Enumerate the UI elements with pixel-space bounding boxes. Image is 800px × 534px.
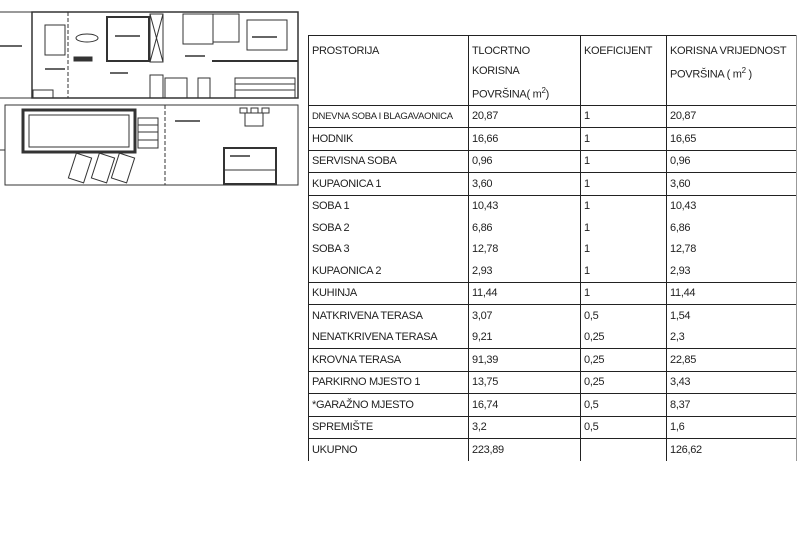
cell-useful: 8,37 xyxy=(666,393,797,417)
cell-coef: 0,5 xyxy=(580,415,667,439)
header-room-label: PROSTORIJA xyxy=(312,45,380,57)
header-paren: ) xyxy=(745,68,753,81)
cell-coef: 1 xyxy=(580,149,667,173)
cell-coef: 1 xyxy=(580,238,667,261)
table-row: KUPAONICA 1 3,60 1 3,60 xyxy=(308,172,797,196)
cell-useful: 1,54 xyxy=(666,304,797,327)
cell-useful: 3,60 xyxy=(666,172,797,196)
cell-area: 0,96 xyxy=(468,149,581,173)
cell-room: SERVISNA SOBA xyxy=(308,149,469,173)
cell-area: 3,07 xyxy=(468,304,581,327)
table-row: DNEVNA SOBA I BLAGAVAONICA 20,87 1 20,87 xyxy=(308,104,797,128)
table-row: KUPAONICA 2 2,93 1 2,93 xyxy=(308,260,797,283)
header-floor-area-line1: TLOCRTNO KORISNA xyxy=(472,45,530,77)
cell-useful: 126,62 xyxy=(666,438,797,461)
cell-room: KROVNA TERASA xyxy=(308,348,469,372)
cell-area: 6,86 xyxy=(468,217,581,239)
cell-area: 12,78 xyxy=(468,238,581,261)
superscript: 2 xyxy=(741,66,746,75)
cell-useful: 12,78 xyxy=(666,238,797,261)
cell-coef: 1 xyxy=(580,194,667,218)
table-row: HODNIK 16,66 1 16,65 xyxy=(308,127,797,151)
cell-coef: 0,5 xyxy=(580,304,667,327)
cell-room: KUHINJA xyxy=(308,281,469,305)
cell-room: KUPAONICA 1 xyxy=(308,172,469,196)
cell-area: 9,21 xyxy=(468,326,581,349)
cell-useful: 0,96 xyxy=(666,149,797,173)
table-row: UKUPNO 223,89 126,62 xyxy=(308,438,797,461)
cell-area: 16,66 xyxy=(468,127,581,151)
cell-room: SOBA 1 xyxy=(308,194,469,218)
header-floor-area-line2: POVRŠINA( m xyxy=(472,88,542,101)
cell-area: 223,89 xyxy=(468,438,581,461)
area-table: PROSTORIJA TLOCRTNO KORISNA POVRŠINA( m2)… xyxy=(308,35,797,461)
cell-coef: 0,5 xyxy=(580,393,667,417)
header-paren: ) xyxy=(545,88,550,101)
cell-coef: 1 xyxy=(580,104,667,128)
cell-coef: 0,25 xyxy=(580,370,667,394)
header-floor-area: TLOCRTNO KORISNA POVRŠINA( m2) xyxy=(468,35,581,106)
header-useful-area: KORISNA VRIJEDNOST POVRŠINA ( m2 ) xyxy=(666,35,797,106)
table-row: SOBA 3 12,78 1 12,78 xyxy=(308,238,797,261)
table-row: NATKRIVENA TERASA 3,07 0,5 1,54 xyxy=(308,304,797,327)
header-coefficient-label: KOEFICIJENT xyxy=(584,45,653,57)
cell-useful: 16,65 xyxy=(666,127,797,151)
cell-coef: 1 xyxy=(580,172,667,196)
cell-area: 16,74 xyxy=(468,393,581,417)
cell-area: 3,60 xyxy=(468,172,581,196)
table-header-row: PROSTORIJA TLOCRTNO KORISNA POVRŠINA( m2)… xyxy=(308,35,797,106)
cell-area: 3,2 xyxy=(468,415,581,439)
header-useful-line1: KORISNA VRIJEDNOST xyxy=(670,45,787,57)
header-room: PROSTORIJA xyxy=(308,35,469,106)
cell-room: KUPAONICA 2 xyxy=(308,260,469,283)
cell-coef: 1 xyxy=(580,260,667,283)
cell-coef: 1 xyxy=(580,127,667,151)
cell-area: 11,44 xyxy=(468,281,581,305)
superscript: 2 xyxy=(541,86,546,95)
table-row: SOBA 2 6,86 1 6,86 xyxy=(308,217,797,239)
cell-useful: 2,93 xyxy=(666,260,797,283)
table-row: NENATKRIVENA TERASA 9,21 0,25 2,3 xyxy=(308,326,797,349)
cell-useful: 2,3 xyxy=(666,326,797,349)
cell-useful: 6,86 xyxy=(666,217,797,239)
cell-room: UKUPNO xyxy=(308,438,469,461)
cell-useful: 22,85 xyxy=(666,348,797,372)
table-row: SERVISNA SOBA 0,96 1 0,96 xyxy=(308,149,797,173)
floor-plan-drawing xyxy=(0,11,299,186)
cell-area: 13,75 xyxy=(468,370,581,394)
table-row: KUHINJA 11,44 1 11,44 xyxy=(308,281,797,305)
table-row: KROVNA TERASA 91,39 0,25 22,85 xyxy=(308,348,797,372)
cell-area: 10,43 xyxy=(468,194,581,218)
cell-useful: 11,44 xyxy=(666,281,797,305)
cell-coef xyxy=(580,438,667,461)
cell-useful: 1,6 xyxy=(666,415,797,439)
cell-coef: 0,25 xyxy=(580,326,667,349)
cell-useful: 3,43 xyxy=(666,370,797,394)
cell-room: PARKIRNO MJESTO 1 xyxy=(308,370,469,394)
cell-coef: 1 xyxy=(580,217,667,239)
cell-useful: 10,43 xyxy=(666,194,797,218)
header-coefficient: KOEFICIJENT xyxy=(580,35,667,106)
cell-coef: 1 xyxy=(580,281,667,305)
table-row: SPREMIŠTE 3,2 0,5 1,6 xyxy=(308,415,797,439)
cell-room: SOBA 3 xyxy=(308,238,469,261)
header-useful-line2: POVRŠINA ( m xyxy=(670,68,742,81)
cell-area: 91,39 xyxy=(468,348,581,372)
cell-room: SOBA 2 xyxy=(308,217,469,239)
cell-room: HODNIK xyxy=(308,127,469,151)
cell-room: *GARAŽNO MJESTO xyxy=(308,393,469,417)
cell-room: SPREMIŠTE xyxy=(308,415,469,439)
cell-coef: 0,25 xyxy=(580,348,667,372)
cell-area: 20,87 xyxy=(468,104,581,128)
table-row: SOBA 1 10,43 1 10,43 xyxy=(308,194,797,218)
cell-room: DNEVNA SOBA I BLAGAVAONICA xyxy=(308,104,469,128)
cell-room: NATKRIVENA TERASA xyxy=(308,304,469,327)
table-row: *GARAŽNO MJESTO 16,74 0,5 8,37 xyxy=(308,393,797,417)
cell-useful: 20,87 xyxy=(666,104,797,128)
cell-room: NENATKRIVENA TERASA xyxy=(308,326,469,349)
cell-area: 2,93 xyxy=(468,260,581,283)
table-row: PARKIRNO MJESTO 1 13,75 0,25 3,43 xyxy=(308,370,797,394)
